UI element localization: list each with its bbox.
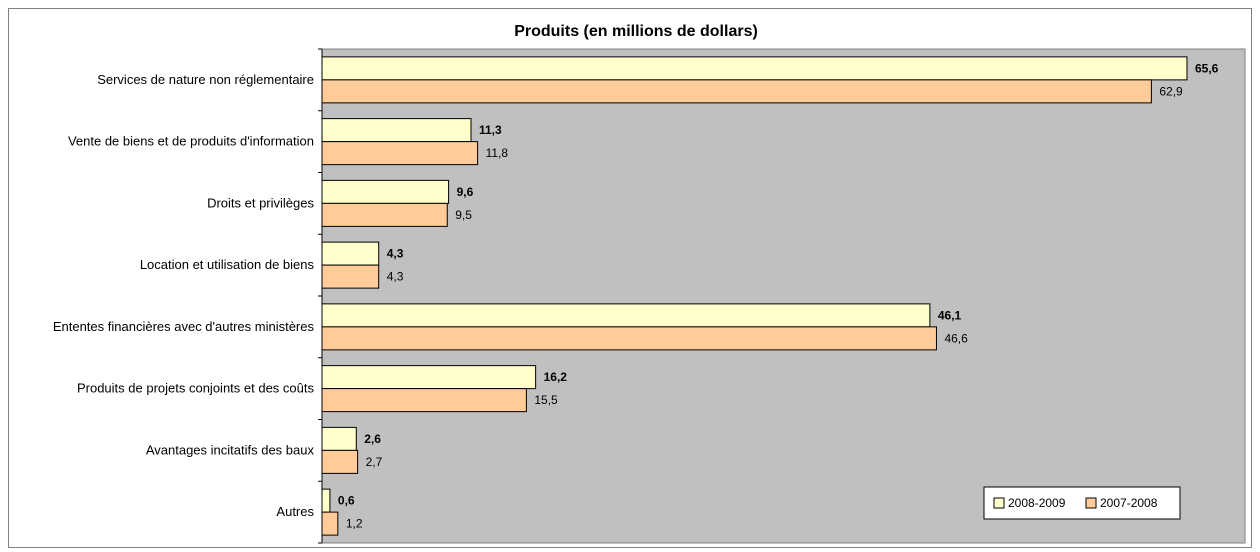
legend-entry: 2008-2009: [1008, 496, 1066, 510]
bar-2008-2009: [321, 303, 931, 328]
bar-chart: Produits (en millions de dollars) Servic…: [53, 23, 1246, 544]
category-label: Produits de projets conjoints et des coû…: [77, 381, 315, 396]
data-label-2007-2008: 15,5: [534, 393, 558, 407]
plot-area: [321, 48, 1246, 544]
legend-box: [983, 486, 1181, 520]
data-label-2007-2008: 1,2: [346, 517, 363, 531]
bar-2007-2008: [321, 141, 479, 166]
bar-2008-2009: [321, 56, 1188, 81]
data-label-2008-2009: 4,3: [387, 247, 404, 261]
category-label: Ententes financières avec d'autres minis…: [53, 319, 315, 334]
data-label-2007-2008: 46,6: [944, 331, 968, 345]
category-axis: Services de nature non réglementaire Vent…: [53, 48, 323, 544]
bar-2007-2008: [321, 202, 448, 227]
chart-frame: Produits (en millions de dollars) Servic…: [8, 8, 1252, 548]
category-label: Avantages incitatifs des baux: [146, 442, 315, 457]
category-label: Autres: [276, 504, 314, 519]
data-label-2007-2008: 2,7: [366, 455, 383, 469]
bar-2008-2009: [321, 488, 331, 513]
bar-2007-2008: [321, 264, 380, 289]
legend-entry: 2007-2008: [1100, 496, 1158, 510]
legend-swatch: [1085, 497, 1097, 509]
bar-2008-2009: [321, 365, 537, 390]
category-label: Vente de biens et de produits d'informat…: [68, 134, 314, 149]
labels-layer: 65,6 62,9 11,3 11,8 9,6 9,5 4,3 4,3 46,1 46,6 16,2…: [338, 61, 1219, 530]
bar-2007-2008: [321, 511, 339, 536]
bars-layer: [321, 56, 1188, 536]
chart-title: Produits (en millions de dollars): [514, 23, 758, 40]
legend: 2008-2009 2007-2008: [983, 486, 1181, 520]
data-label-2008-2009: 16,2: [544, 370, 568, 384]
bar-2007-2008: [321, 449, 359, 474]
bar-2008-2009: [321, 179, 450, 204]
data-label-2008-2009: 9,6: [457, 185, 474, 199]
data-label-2008-2009: 46,1: [938, 308, 962, 322]
data-label-2007-2008: 4,3: [387, 270, 404, 284]
data-label-2008-2009: 2,6: [364, 432, 381, 446]
legend-swatch: [993, 497, 1005, 509]
data-label-2007-2008: 62,9: [1159, 84, 1183, 98]
bar-2007-2008: [321, 326, 937, 351]
data-label-2008-2009: 65,6: [1195, 61, 1219, 75]
bar-2007-2008: [321, 388, 527, 413]
bar-2008-2009: [321, 118, 472, 143]
category-label: Droits et privilèges: [207, 195, 314, 210]
data-label-2008-2009: 11,3: [479, 123, 502, 137]
data-label-2008-2009: 0,6: [338, 494, 355, 508]
bar-2007-2008: [321, 79, 1152, 104]
data-label-2007-2008: 9,5: [455, 208, 472, 222]
data-label-2007-2008: 11,8: [486, 146, 509, 160]
category-label: Location et utilisation de biens: [140, 257, 315, 272]
bar-2008-2009: [321, 241, 380, 266]
category-label: Services de nature non réglementaire: [97, 72, 314, 87]
bar-2008-2009: [321, 426, 357, 451]
